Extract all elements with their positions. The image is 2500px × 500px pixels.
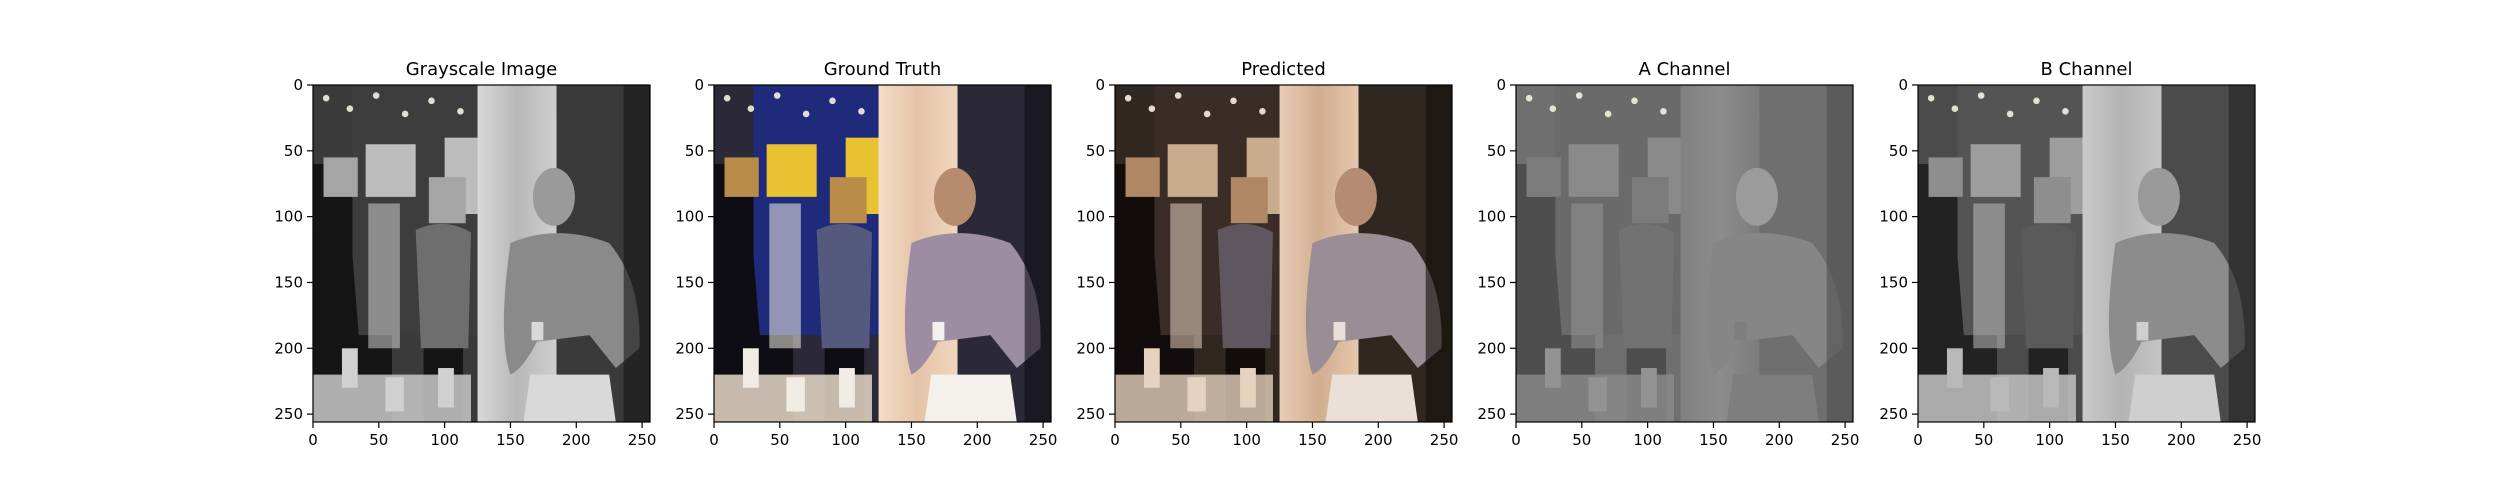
panel-title: Grayscale Image [406, 59, 558, 80]
x-tick-label: 150 [1298, 431, 1327, 449]
axes-frame [713, 84, 1052, 423]
panel-2: Ground Truth 0 50 100 150 200 250 0 50 100 150 200 2… [675, 59, 1057, 449]
x-tick-label: 150 [1699, 431, 1728, 449]
y-tick-label: 0 [1095, 76, 1105, 94]
x-tick-label: 150 [2101, 431, 2130, 449]
y-tick-label: 100 [675, 208, 704, 226]
x-tick-label: 0 [709, 431, 719, 449]
panel-image [1516, 85, 1853, 422]
axes-frame [312, 84, 651, 423]
x-tick-label: 100 [1232, 431, 1261, 449]
x-tick-label: 100 [430, 431, 459, 449]
x-tick-label: 50 [1171, 431, 1190, 449]
axes-frame [1114, 84, 1453, 423]
y-tick-label: 100 [1477, 208, 1506, 226]
x-tick-label: 250 [1831, 431, 1860, 449]
panel-3: Predicted 0 50 100 150 200 250 0 50 100 150 200 250 [1076, 59, 1458, 449]
y-tick-label: 50 [284, 142, 303, 160]
panel-4: A Channel 0 50 100 150 200 250 0 50 100 150 200 250 [1477, 59, 1859, 449]
x-tick-label: 200 [2167, 431, 2196, 449]
y-tick-label: 150 [274, 273, 303, 291]
x-tick-label: 250 [1430, 431, 1459, 449]
panel-image [313, 85, 650, 422]
y-tick-label: 50 [1086, 142, 1105, 160]
y-tick-label: 200 [1477, 339, 1506, 357]
y-tick-label: 200 [675, 339, 704, 357]
panel-image [714, 85, 1051, 422]
y-tick-label: 250 [1477, 405, 1506, 423]
y-tick-label: 100 [1076, 208, 1105, 226]
panel-title: A Channel [1639, 59, 1731, 80]
x-tick-label: 100 [1633, 431, 1662, 449]
x-tick-label: 50 [770, 431, 789, 449]
x-tick-label: 50 [1572, 431, 1591, 449]
y-tick-label: 150 [1879, 273, 1908, 291]
y-tick-label: 150 [1477, 273, 1506, 291]
y-tick-label: 0 [694, 76, 704, 94]
x-tick-label: 150 [496, 431, 525, 449]
y-tick-label: 0 [1898, 76, 1908, 94]
x-tick-label: 250 [1029, 431, 1058, 449]
y-tick-label: 250 [274, 405, 303, 423]
axes-frame [1515, 84, 1854, 423]
panel-1: Grayscale Image 0 50 100 150 200 250 0 50 100 150 2… [274, 59, 656, 449]
x-tick-label: 50 [1974, 431, 1993, 449]
x-tick-label: 0 [308, 431, 318, 449]
x-tick-label: 50 [369, 431, 388, 449]
y-tick-label: 100 [1879, 208, 1908, 226]
y-tick-label: 250 [675, 405, 704, 423]
x-tick-label: 250 [628, 431, 657, 449]
panel-title: Ground Truth [824, 59, 942, 80]
y-tick-label: 0 [1496, 76, 1506, 94]
y-tick-label: 50 [685, 142, 704, 160]
x-tick-label: 100 [2035, 431, 2064, 449]
x-tick-label: 0 [1511, 431, 1521, 449]
x-tick-label: 0 [1110, 431, 1120, 449]
axes-frame [1917, 84, 2256, 423]
panel-image [1115, 85, 1452, 422]
panel-title: B Channel [2041, 59, 2133, 80]
y-tick-label: 200 [1879, 339, 1908, 357]
y-tick-label: 200 [1076, 339, 1105, 357]
y-tick-label: 50 [1889, 142, 1908, 160]
y-tick-label: 50 [1487, 142, 1506, 160]
panel-image [1918, 85, 2255, 422]
y-tick-label: 250 [1076, 405, 1105, 423]
x-tick-label: 200 [963, 431, 992, 449]
x-tick-label: 200 [1364, 431, 1393, 449]
x-tick-label: 100 [831, 431, 860, 449]
y-tick-label: 150 [1076, 273, 1105, 291]
y-tick-label: 0 [293, 76, 303, 94]
x-tick-label: 150 [897, 431, 926, 449]
y-tick-label: 150 [675, 273, 704, 291]
x-tick-label: 200 [1765, 431, 1794, 449]
y-tick-label: 100 [274, 208, 303, 226]
x-tick-label: 250 [2233, 431, 2262, 449]
panel-5: B Channel 0 50 100 150 200 250 0 50 100 150 200 250 [1879, 59, 2261, 449]
y-tick-label: 200 [274, 339, 303, 357]
y-tick-label: 250 [1879, 405, 1908, 423]
x-tick-label: 0 [1913, 431, 1923, 449]
x-tick-label: 200 [562, 431, 591, 449]
panel-title: Predicted [1241, 59, 1326, 80]
